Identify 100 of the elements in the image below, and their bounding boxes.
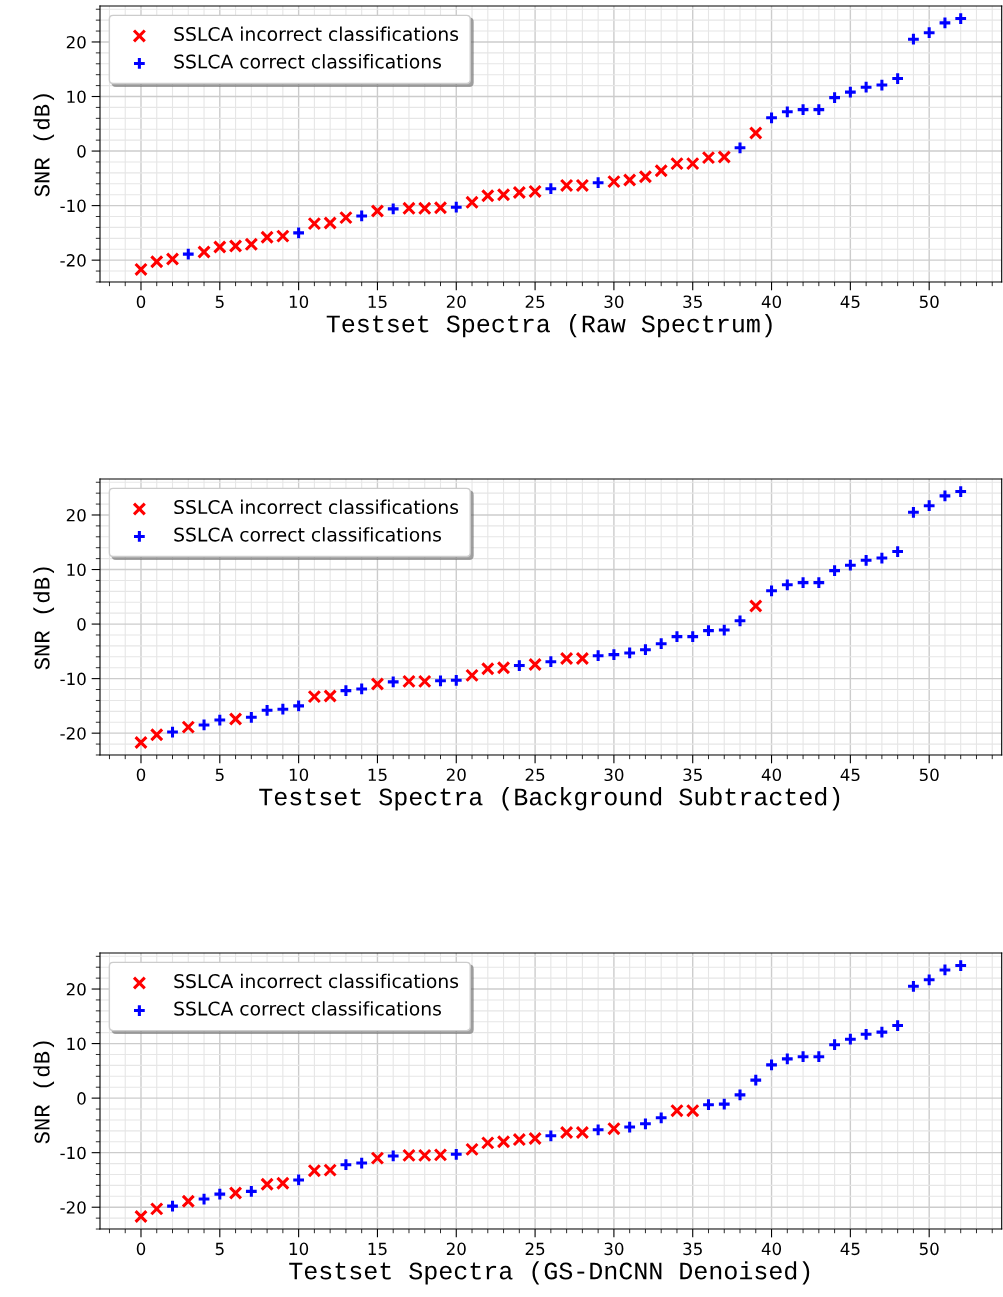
x-tick-label: 10	[289, 1242, 309, 1256]
point	[811, 102, 826, 117]
y-tick-label: 10	[67, 563, 86, 577]
point	[275, 1176, 290, 1191]
x-axis-title: Testset Spectra (Background Subtracted)	[259, 787, 840, 811]
x-tick-label: 5	[215, 1242, 224, 1256]
x-tick-label: 45	[840, 768, 860, 782]
point	[165, 1199, 180, 1214]
legend-label: SSLCA correct classifications	[174, 54, 441, 69]
point	[197, 718, 211, 732]
x-tick-label: 25	[525, 768, 545, 782]
point	[701, 623, 716, 638]
point	[433, 673, 448, 688]
point	[228, 239, 243, 253]
x-tick-label: 10	[289, 768, 309, 782]
point	[339, 683, 353, 698]
point	[181, 247, 196, 262]
point	[796, 102, 810, 117]
x-tick-label: 25	[525, 1242, 545, 1256]
x-tick-label: 15	[368, 768, 387, 782]
x-tick-label: 30	[604, 295, 624, 309]
point	[733, 140, 747, 155]
point	[528, 184, 542, 199]
point	[780, 1051, 795, 1066]
point	[512, 658, 527, 673]
point	[859, 80, 874, 95]
point	[543, 181, 558, 196]
point	[181, 720, 196, 735]
point	[465, 668, 479, 683]
y-axis-title: SNR (dB)	[33, 1041, 55, 1144]
point	[606, 174, 621, 189]
point	[212, 1187, 227, 1202]
x-tick-label: 5	[215, 295, 224, 309]
point	[480, 188, 495, 203]
point	[843, 85, 858, 100]
point	[938, 488, 952, 503]
y-tick-label: 20	[66, 508, 86, 522]
point	[874, 1025, 889, 1040]
point	[165, 252, 180, 266]
point	[717, 1097, 732, 1112]
point	[701, 1097, 716, 1112]
point	[906, 979, 921, 994]
legend-label: SSLCA incorrect classifications	[174, 26, 459, 42]
point	[465, 195, 479, 210]
y-tick-label: 20	[66, 983, 86, 996]
point	[370, 204, 385, 218]
point	[922, 25, 937, 40]
point	[370, 677, 385, 691]
point	[953, 958, 968, 973]
point	[228, 1186, 243, 1200]
point	[827, 90, 842, 105]
x-tick-label: 5	[215, 768, 224, 782]
point	[953, 11, 968, 26]
point	[496, 1134, 511, 1149]
point	[764, 1057, 779, 1072]
point	[149, 1201, 164, 1216]
point	[843, 558, 858, 573]
y-axis-title: SNR (dB)	[33, 567, 55, 670]
point	[212, 713, 227, 727]
legend-label: SSLCA incorrect classifications	[174, 973, 459, 989]
x-tick-label: 10	[289, 295, 309, 309]
point	[638, 169, 653, 184]
point	[386, 674, 401, 689]
point	[622, 646, 637, 660]
point	[748, 126, 763, 140]
point	[811, 1049, 826, 1064]
point	[370, 1151, 385, 1166]
point	[465, 1142, 479, 1157]
point	[275, 229, 290, 244]
point	[244, 1184, 259, 1199]
point	[339, 1157, 353, 1172]
point	[922, 972, 937, 987]
y-tick-label: -20	[60, 727, 86, 740]
y-tick-label: 10	[67, 1037, 86, 1051]
point	[149, 254, 164, 269]
point	[622, 1120, 637, 1134]
y-tick-label: -20	[60, 1201, 86, 1214]
point	[938, 963, 952, 977]
point	[480, 661, 495, 676]
legend-label: SSLCA correct classifications	[174, 1001, 441, 1016]
point	[780, 104, 795, 119]
point	[543, 654, 558, 669]
point	[244, 710, 259, 725]
y-tick-label: -10	[60, 1146, 86, 1160]
point	[354, 682, 369, 696]
x-tick-label: 20	[446, 768, 466, 782]
point	[859, 553, 874, 568]
point	[811, 575, 826, 590]
point	[291, 698, 306, 713]
point	[149, 727, 164, 742]
point	[260, 230, 275, 245]
x-tick-label: 40	[761, 1242, 782, 1256]
y-tick-label: -10	[60, 672, 86, 686]
point	[512, 1132, 527, 1147]
point	[764, 110, 779, 125]
point	[670, 629, 684, 644]
point	[260, 1177, 275, 1192]
point	[796, 1049, 810, 1064]
x-tick-label: 50	[919, 768, 939, 782]
y-tick-label: -10	[60, 199, 86, 213]
